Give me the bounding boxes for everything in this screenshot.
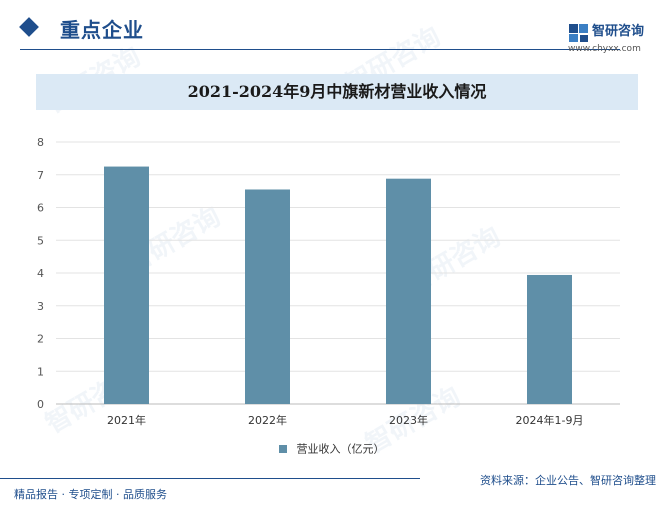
x-tick-label: 2024年1-9月: [516, 413, 584, 427]
x-axis-ticks: 2021年 2022年 2023年 2024年1-9月: [107, 413, 583, 427]
legend-label: 营业收入（亿元）: [296, 442, 385, 456]
y-tick-label: 5: [37, 234, 44, 247]
brand-logo: 智研咨询 www.chyxx.com: [568, 18, 658, 58]
legend-swatch: [279, 444, 288, 453]
y-tick-label: 8: [37, 136, 44, 149]
chart-title-band: 2021-2024年9月中旗新材营业收入情况: [36, 74, 638, 110]
y-tick-label: 4: [37, 267, 44, 280]
y-tick-label: 0: [37, 398, 44, 411]
chart-title: 2021-2024年9月中旗新材营业收入情况: [187, 82, 487, 101]
bar-series: [104, 166, 572, 404]
legend: 营业收入（亿元）: [0, 438, 664, 456]
bar: [386, 178, 431, 404]
section-title: 重点企业: [60, 18, 144, 42]
data-source: 资料来源：企业公告、智研咨询整理: [480, 474, 656, 487]
logo-url: www.chyxx.com: [568, 44, 641, 54]
footer-divider: [0, 478, 420, 479]
bar: [245, 189, 290, 404]
gridlines: [56, 141, 620, 405]
bar: [527, 274, 572, 404]
bar: [104, 166, 149, 404]
footer-tagline: 精品报告 · 专项定制 · 品质服务: [14, 488, 167, 501]
y-tick-label: 1: [37, 365, 44, 378]
x-tick-label: 2022年: [248, 413, 287, 427]
bar-chart: 0 1 2 3 4 5 6 7 8 2021年 2022年 2023年 2024年1-9月: [37, 136, 620, 427]
y-axis-ticks: 0 1 2 3 4 5 6 7 8: [37, 136, 44, 411]
x-tick-label: 2023年: [389, 413, 428, 427]
y-tick-label: 3: [37, 300, 44, 313]
page-header: 重点企业 智研咨询 www.chyxx.com: [0, 0, 664, 60]
logo-name: 智研咨询: [592, 24, 645, 39]
logo-icon: [569, 24, 588, 42]
y-tick-label: 6: [37, 202, 44, 215]
diamond-icon: [19, 17, 39, 37]
y-tick-label: 7: [37, 169, 44, 182]
header-divider: [20, 49, 620, 50]
y-tick-label: 2: [37, 333, 44, 346]
x-tick-label: 2021年: [107, 413, 146, 427]
